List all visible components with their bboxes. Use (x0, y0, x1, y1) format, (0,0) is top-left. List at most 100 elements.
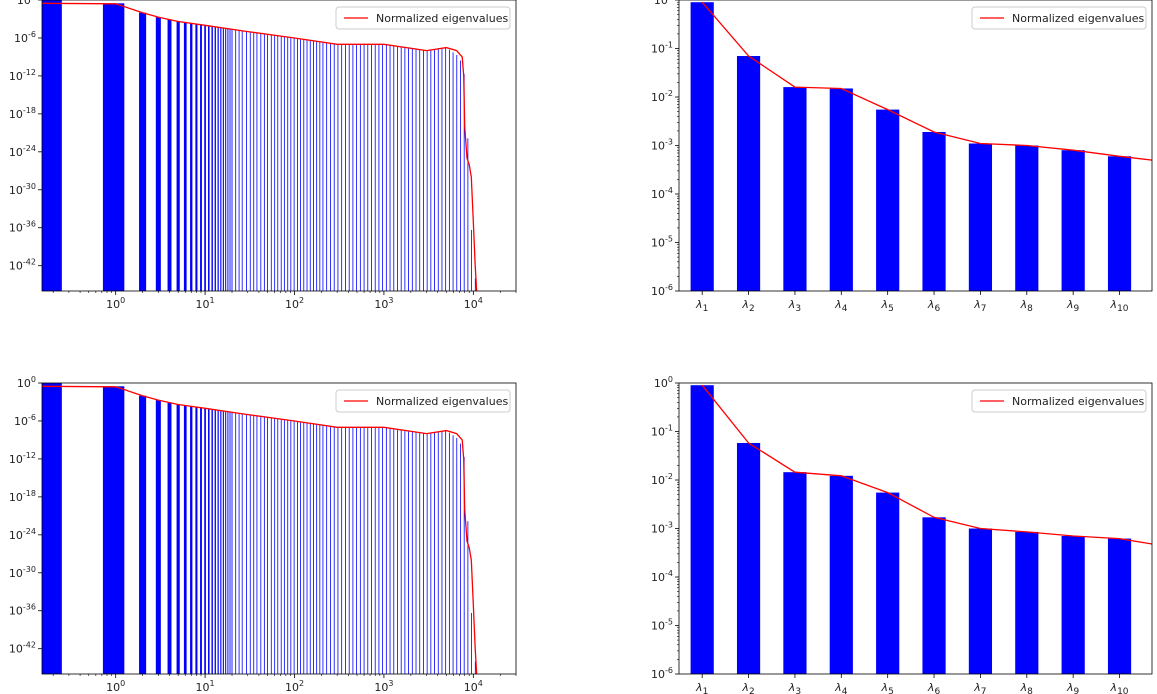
bar (238, 30, 240, 291)
bar-λ8 (1015, 531, 1039, 674)
bar (260, 416, 262, 674)
bar (270, 34, 272, 291)
bar (363, 44, 365, 291)
x-tick-label: λ3 (788, 298, 801, 314)
bar (217, 27, 219, 291)
bar-λ4 (829, 88, 853, 292)
bar (337, 427, 339, 674)
bar (274, 418, 276, 674)
y-tick-label: 10-5 (651, 235, 673, 250)
bar (411, 48, 413, 291)
y-tick-label: 100 (17, 375, 36, 390)
bar (419, 49, 421, 291)
x-tick-label: λ5 (881, 298, 894, 314)
bar (445, 430, 447, 674)
bar-λ1 (690, 385, 714, 674)
x-tick-label: 102 (285, 296, 304, 311)
bar-λ3 (783, 87, 807, 291)
bar (290, 420, 292, 674)
x-tick-label: 104 (464, 679, 483, 694)
bar (408, 430, 409, 674)
bar (249, 414, 251, 674)
bar (471, 612, 472, 674)
bar (448, 432, 450, 674)
bar (290, 37, 292, 291)
bar (300, 421, 302, 674)
y-tick-label: 10-42 (9, 641, 36, 656)
x-tick-label: λ1 (695, 298, 708, 314)
bar (42, 383, 62, 674)
bar (204, 25, 206, 291)
bar (352, 44, 354, 291)
bar (463, 457, 465, 674)
x-tick-label: λ10 (1110, 681, 1129, 694)
bar (167, 402, 172, 674)
bar (267, 34, 268, 291)
bar (371, 427, 372, 674)
legend-label: Normalized eigenvalues (1012, 12, 1144, 25)
bar (222, 28, 224, 291)
bar (322, 42, 324, 291)
bar (419, 432, 421, 674)
y-tick-label: 100 (17, 0, 36, 7)
bar-λ8 (1015, 145, 1039, 291)
bar-λ10 (1107, 156, 1132, 291)
bar (434, 432, 435, 674)
bar-λ2 (736, 442, 761, 674)
bar (393, 428, 395, 674)
bar (256, 415, 258, 674)
bar (253, 415, 255, 674)
y-tick-label: 10-12 (9, 451, 36, 466)
x-tick-label: λ8 (1020, 681, 1034, 694)
bar-λ2 (736, 56, 761, 292)
bar (463, 74, 465, 291)
bar (378, 427, 380, 674)
bar (404, 430, 406, 674)
x-tick-label: 101 (196, 296, 215, 311)
bar (322, 425, 324, 674)
bar (297, 421, 298, 674)
y-tick-label: 10-6 (651, 666, 673, 681)
bar (397, 46, 398, 291)
x-tick-label: 103 (374, 296, 393, 311)
bar (200, 24, 202, 291)
bar (303, 39, 305, 291)
bar (352, 427, 354, 674)
y-tick-label: 10-2 (651, 472, 673, 487)
bar (200, 407, 202, 674)
bar (423, 433, 424, 674)
bar (385, 44, 387, 291)
bar (467, 138, 469, 291)
bar (280, 419, 282, 674)
y-tick-label: 10-24 (9, 527, 36, 542)
bar (300, 38, 302, 291)
bar (235, 29, 237, 291)
y-tick-label: 10-6 (14, 30, 36, 45)
y-tick-label: 10-30 (9, 565, 36, 580)
x-tick-label: λ2 (741, 681, 754, 694)
legend-label: Normalized eigenvalues (1012, 395, 1144, 408)
plot-frame (41, 0, 517, 292)
bar (474, 278, 476, 291)
bar (430, 432, 432, 674)
bar (139, 395, 147, 674)
bar (241, 30, 243, 291)
bar-λ9 (1061, 150, 1085, 291)
bar (183, 405, 187, 674)
bar (214, 26, 216, 291)
bar (211, 409, 213, 674)
bar (345, 44, 346, 291)
bar (217, 410, 219, 674)
legend-label: Normalized eigenvalues (376, 12, 508, 25)
bar (309, 40, 311, 291)
y-tick-label: 10-4 (651, 186, 673, 201)
bar (460, 60, 461, 291)
bar-λ10 (1107, 538, 1132, 674)
bar-λ7 (968, 143, 993, 291)
bar (309, 423, 311, 674)
bar (456, 55, 458, 291)
bar (220, 410, 222, 674)
bar (329, 426, 331, 674)
eigenvalue-line (42, 2, 478, 291)
